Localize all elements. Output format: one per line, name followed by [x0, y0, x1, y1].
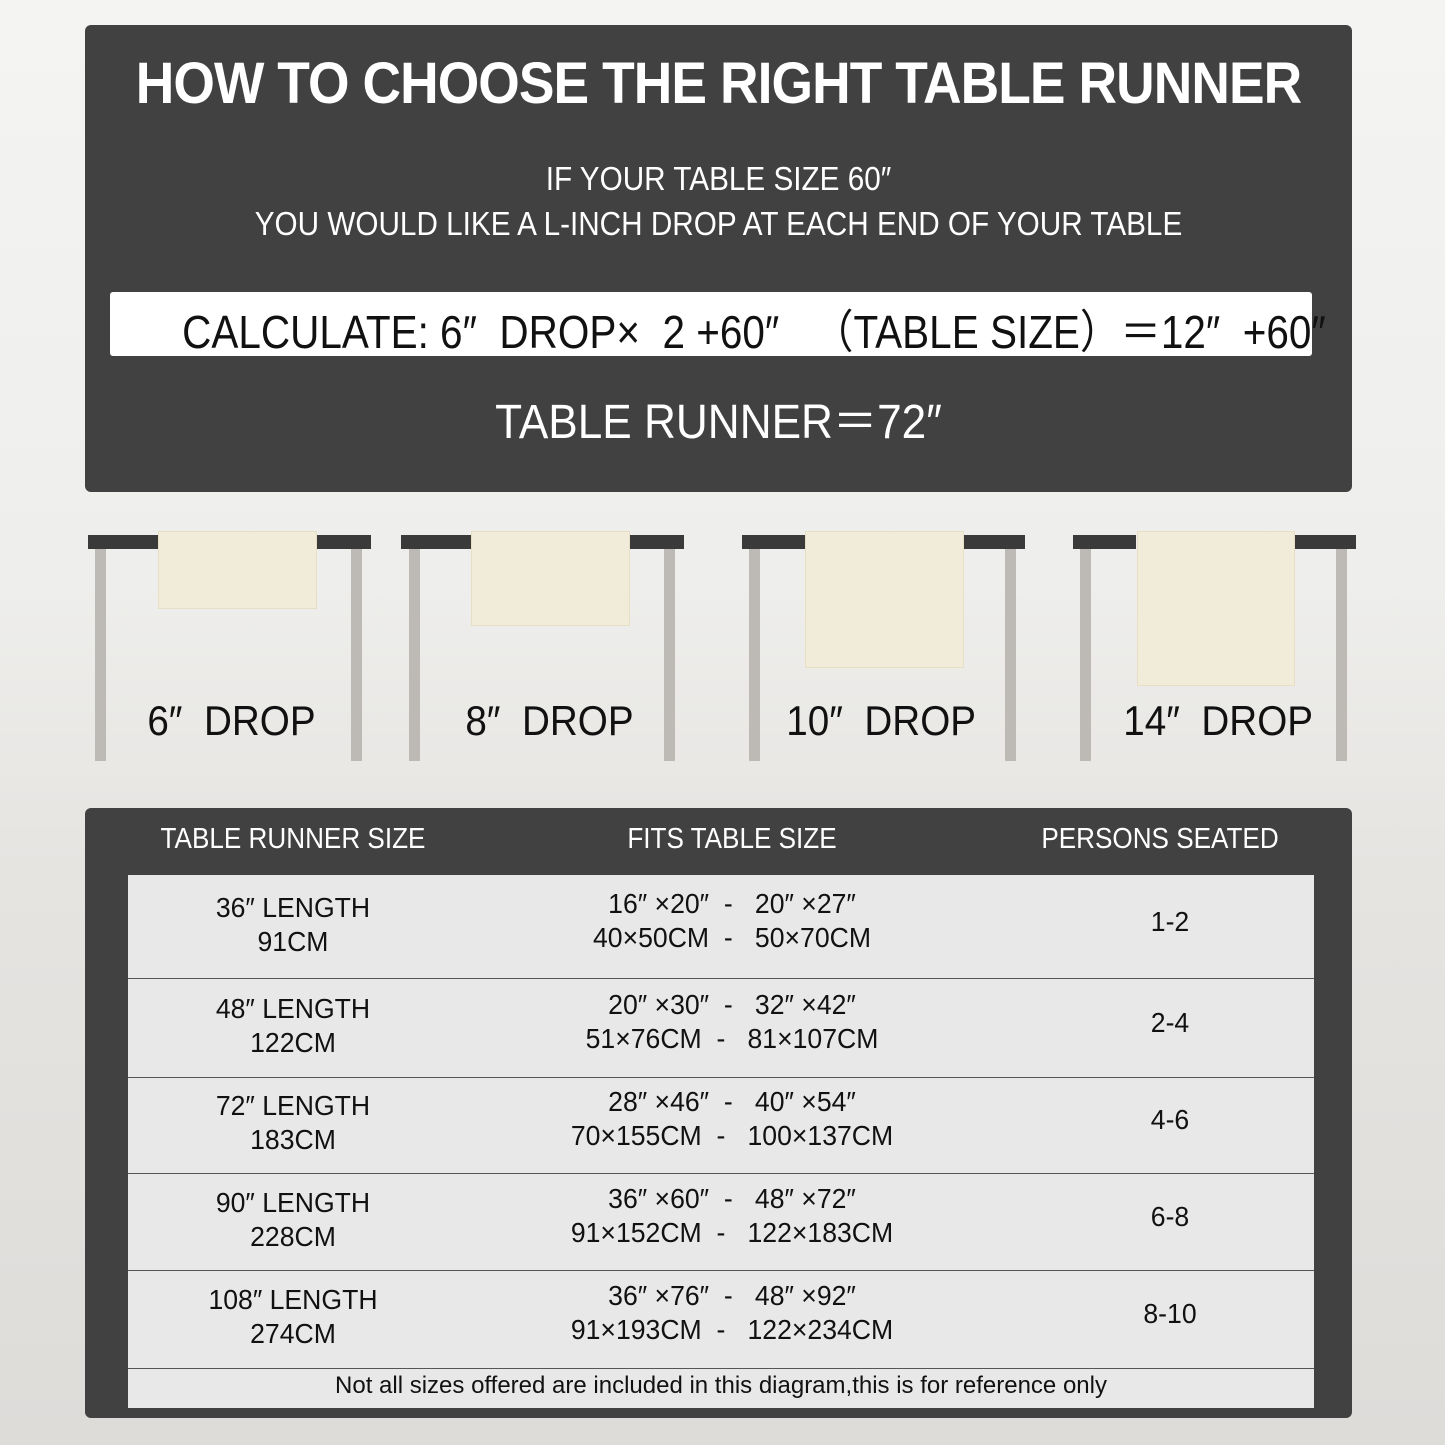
calculation-text: CALCULATE: 6″ DROP× 2 +60″ （TABLE SIZE）＝…	[182, 306, 1326, 358]
persons-seated: 1-2	[1150, 906, 1190, 937]
table-top-right	[963, 535, 1025, 549]
persons-cell: 8-10	[1075, 1297, 1265, 1331]
fits-table-cell: 16″ ×20″ - 20″ ×27″ 40×50CM - 50×70CM	[495, 887, 970, 955]
fits-table-cell: 28″ ×46″ - 40″ ×54″ 70×155CM - 100×137CM	[495, 1085, 970, 1153]
table-top-right	[1294, 535, 1356, 549]
size-inches: 48″ LENGTH	[215, 993, 371, 1024]
drop-label: 10″ DROP	[786, 697, 977, 744]
fits-cm: 91×152CM - 122×183CM	[570, 1217, 894, 1248]
table-leg	[351, 549, 362, 761]
table-row: 108″ LENGTH 274CM 36″ ×76″ - 48″ ×92″ 91×19…	[128, 1270, 1314, 1369]
runner-size-cell: 72″ LENGTH 183CM	[151, 1089, 436, 1157]
result-text: TABLE RUNNER＝72″	[495, 396, 942, 449]
fits-inches: 28″ ×46″ - 40″ ×54″	[608, 1086, 856, 1117]
fits-cm: 40×50CM - 50×70CM	[593, 922, 871, 953]
runner-size-cell: 36″ LENGTH 91CM	[151, 891, 436, 959]
intro-line-2: YOU WOULD LIKE A L-INCH DROP AT EACH END…	[254, 205, 1183, 242]
persons-seated: 4-6	[1150, 1104, 1190, 1135]
runner-drop	[805, 531, 964, 668]
size-inches: 72″ LENGTH	[215, 1090, 371, 1121]
table-leg	[95, 549, 106, 761]
table-leg	[1336, 549, 1347, 761]
table-top-right	[630, 535, 684, 549]
persons-cell: 1-2	[1075, 905, 1265, 939]
persons-cell: 4-6	[1075, 1103, 1265, 1137]
fits-cm: 91×193CM - 122×234CM	[570, 1314, 894, 1345]
table-row: 72″ LENGTH 183CM 28″ ×46″ - 40″ ×54″ 70×155…	[128, 1077, 1314, 1174]
fits-inches: 16″ ×20″ - 20″ ×27″	[608, 888, 856, 919]
table-leg	[409, 549, 420, 761]
runner-drop	[1137, 531, 1295, 686]
table-top-left	[401, 535, 471, 549]
calculation-panel	[85, 25, 1352, 492]
fits-cm: 51×76CM - 81×107CM	[585, 1023, 879, 1054]
persons-cell: 2-4	[1075, 1006, 1265, 1040]
persons-seated: 2-4	[1150, 1007, 1190, 1038]
persons-cell: 6-8	[1075, 1200, 1265, 1234]
persons-seated: 6-8	[1150, 1201, 1190, 1232]
table-body: Not all sizes offered are included in th…	[128, 875, 1314, 1408]
table-top-left	[1073, 535, 1136, 549]
size-inches: 108″ LENGTH	[208, 1284, 378, 1315]
drop-label: 6″ DROP	[147, 697, 316, 744]
runner-drop	[471, 531, 630, 626]
table-row: 36″ LENGTH 91CM 16″ ×20″ - 20″ ×27″ 40×50CM…	[128, 875, 1314, 979]
size-cm: 91CM	[257, 926, 329, 957]
footnote: Not all sizes offered are included in th…	[335, 1372, 1107, 1399]
size-cm: 228CM	[250, 1221, 336, 1252]
runner-size-cell: 108″ LENGTH 274CM	[151, 1283, 436, 1351]
table-leg	[1080, 549, 1091, 761]
table-leg	[749, 549, 760, 761]
table-top-left	[88, 535, 158, 549]
fits-table-cell: 36″ ×60″ - 48″ ×72″ 91×152CM - 122×183CM	[495, 1182, 970, 1250]
runner-size-cell: 48″ LENGTH 122CM	[151, 992, 436, 1060]
size-inches: 90″ LENGTH	[215, 1187, 371, 1218]
persons-seated: 8-10	[1143, 1298, 1197, 1329]
drop-label: 8″ DROP	[465, 697, 634, 744]
fits-inches: 36″ ×60″ - 48″ ×72″	[608, 1183, 856, 1214]
fits-cm: 70×155CM - 100×137CM	[570, 1120, 894, 1151]
table-leg	[1005, 549, 1016, 761]
page-title: HOW TO CHOOSE THE RIGHT TABLE RUNNER	[135, 51, 1302, 116]
drop-label: 14″ DROP	[1123, 697, 1314, 744]
runner-size-cell: 90″ LENGTH 228CM	[151, 1186, 436, 1254]
table-top-right	[317, 535, 371, 549]
runner-drop	[158, 531, 317, 609]
calculation-box	[110, 292, 1312, 356]
intro-line-1: IF YOUR TABLE SIZE 60″	[545, 160, 892, 197]
table-leg	[664, 549, 675, 761]
header-fits-table: FITS TABLE SIZE	[627, 823, 837, 855]
size-inches: 36″ LENGTH	[215, 892, 371, 923]
header-persons: PERSONS SEATED	[1041, 823, 1279, 855]
table-top-left	[742, 535, 805, 549]
fits-table-cell: 20″ ×30″ - 32″ ×42″ 51×76CM - 81×107CM	[495, 988, 970, 1056]
header-runner-size: TABLE RUNNER SIZE	[160, 823, 426, 855]
table-row: 48″ LENGTH 122CM 20″ ×30″ - 32″ ×42″ 51×76C…	[128, 978, 1314, 1078]
size-cm: 183CM	[250, 1124, 336, 1155]
table-row: 90″ LENGTH 228CM 36″ ×60″ - 48″ ×72″ 91×152…	[128, 1173, 1314, 1271]
fits-table-cell: 36″ ×76″ - 48″ ×92″ 91×193CM - 122×234CM	[495, 1279, 970, 1347]
size-cm: 122CM	[250, 1027, 336, 1058]
fits-inches: 20″ ×30″ - 32″ ×42″	[608, 989, 856, 1020]
size-cm: 274CM	[250, 1318, 336, 1349]
fits-inches: 36″ ×76″ - 48″ ×92″	[608, 1280, 856, 1311]
